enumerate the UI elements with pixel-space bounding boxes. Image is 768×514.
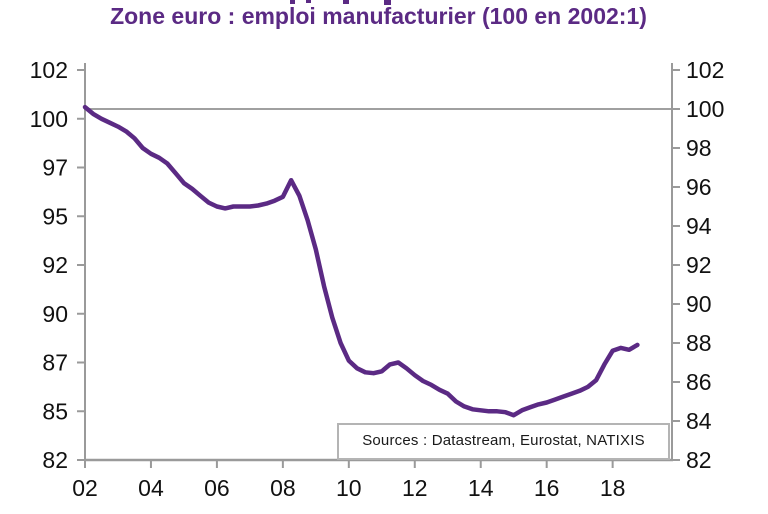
x-tick-label: 02 [72,475,98,501]
x-tick-label: 06 [204,475,230,501]
y-right-tick-label: 82 [686,447,712,473]
cropped-text-fragment [384,0,391,5]
source-note-box: Sources : Datastream, Eurostat, NATIXIS [337,423,670,460]
source-note: Sources : Datastream, Eurostat, NATIXIS [362,432,645,449]
cropped-text-fragment [290,0,295,4]
y-left-tick-label: 92 [42,252,68,278]
cropped-text-fragment [343,0,349,4]
y-left-tick-label: 85 [42,398,68,424]
x-tick-label: 04 [138,475,164,501]
y-left-tick-label: 95 [42,203,68,229]
x-tick-label: 16 [534,475,560,501]
y-right-tick-label: 100 [686,96,724,122]
y-right-tick-label: 86 [686,369,712,395]
x-tick-label: 18 [600,475,626,501]
cropped-text-fragment [306,0,311,3]
y-right-tick-label: 94 [686,213,712,239]
y-right-tick-label: 102 [686,57,724,83]
y-left-tick-label: 102 [30,57,68,83]
y-right-tick-label: 98 [686,135,712,161]
x-tick-label: 10 [336,475,362,501]
y-right-tick-label: 96 [686,174,712,200]
y-left-tick-label: 82 [42,447,68,473]
y-right-tick-label: 88 [686,330,712,356]
x-tick-label: 14 [468,475,494,501]
x-tick-label: 08 [270,475,296,501]
series-line-manufacturing-employment [82,104,640,418]
y-left-tick-label: 87 [42,350,68,376]
chart-title: Zone euro : emploi manufacturier (100 en… [110,3,647,29]
y-left-tick-label: 97 [42,155,68,181]
y-left-tick-label: 90 [42,301,68,327]
y-right-tick-label: 84 [686,408,712,434]
y-right-tick-label: 92 [686,252,712,278]
x-tick-label: 12 [402,475,428,501]
y-left-tick-label: 100 [30,106,68,132]
y-right-tick-label: 90 [686,291,712,317]
